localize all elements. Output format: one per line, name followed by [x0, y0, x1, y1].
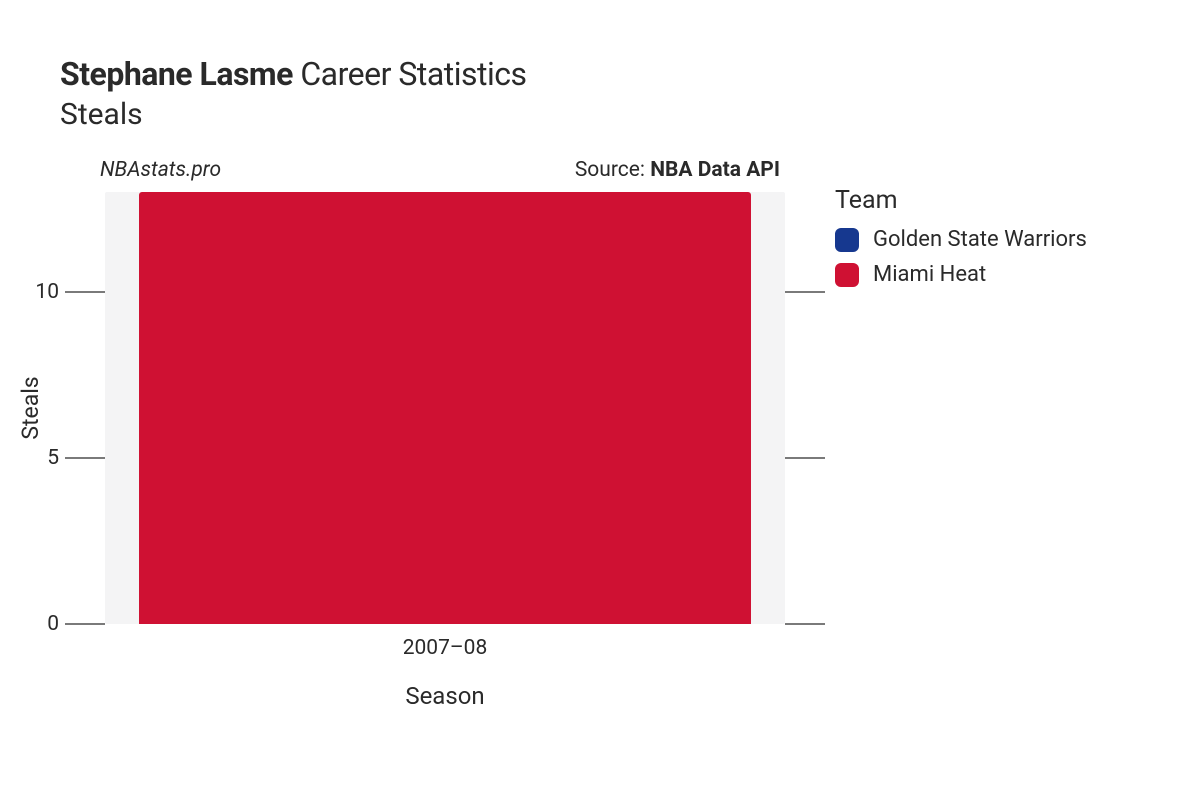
y-tick-line: [65, 623, 105, 625]
chart-subtitle: Steals: [60, 97, 1160, 132]
watermark: NBAstats.pro: [100, 158, 221, 182]
legend-item: Golden State Warriors: [835, 227, 1087, 252]
y-tick-line: [65, 457, 105, 459]
source: Source: NBA Data API: [575, 158, 780, 182]
y-tick-label: 5: [25, 446, 59, 470]
y-axis-title: Steals: [17, 376, 44, 439]
legend-item: Miami Heat: [835, 262, 1087, 287]
legend-swatch: [835, 228, 859, 252]
title-suffix: Career Statistics: [293, 55, 527, 93]
legend-swatch: [835, 263, 859, 287]
y-tick-line: [785, 457, 825, 459]
chart-plot-area: Steals Season 05102007–08: [105, 192, 785, 624]
source-label: Source:: [575, 158, 650, 182]
y-tick-line: [785, 291, 825, 293]
y-tick-label: 10: [25, 280, 59, 304]
chart-title: Stephane Lasme Career Statistics: [60, 55, 1160, 93]
y-tick-label: 0: [25, 612, 59, 636]
legend-label: Miami Heat: [873, 262, 986, 287]
source-value: NBA Data API: [650, 158, 780, 182]
legend-title: Team: [835, 186, 1087, 215]
x-axis-title: Season: [405, 682, 484, 710]
legend-label: Golden State Warriors: [873, 227, 1087, 252]
y-tick-line: [65, 291, 105, 293]
x-tick-label: 2007–08: [403, 636, 488, 660]
meta-row: NBAstats.pro Source: NBA Data API: [100, 158, 780, 182]
bar: [139, 192, 751, 624]
legend: Team Golden State Warriors Miami Heat: [835, 186, 1087, 297]
y-tick-line: [785, 623, 825, 625]
player-name: Stephane Lasme: [60, 55, 293, 93]
